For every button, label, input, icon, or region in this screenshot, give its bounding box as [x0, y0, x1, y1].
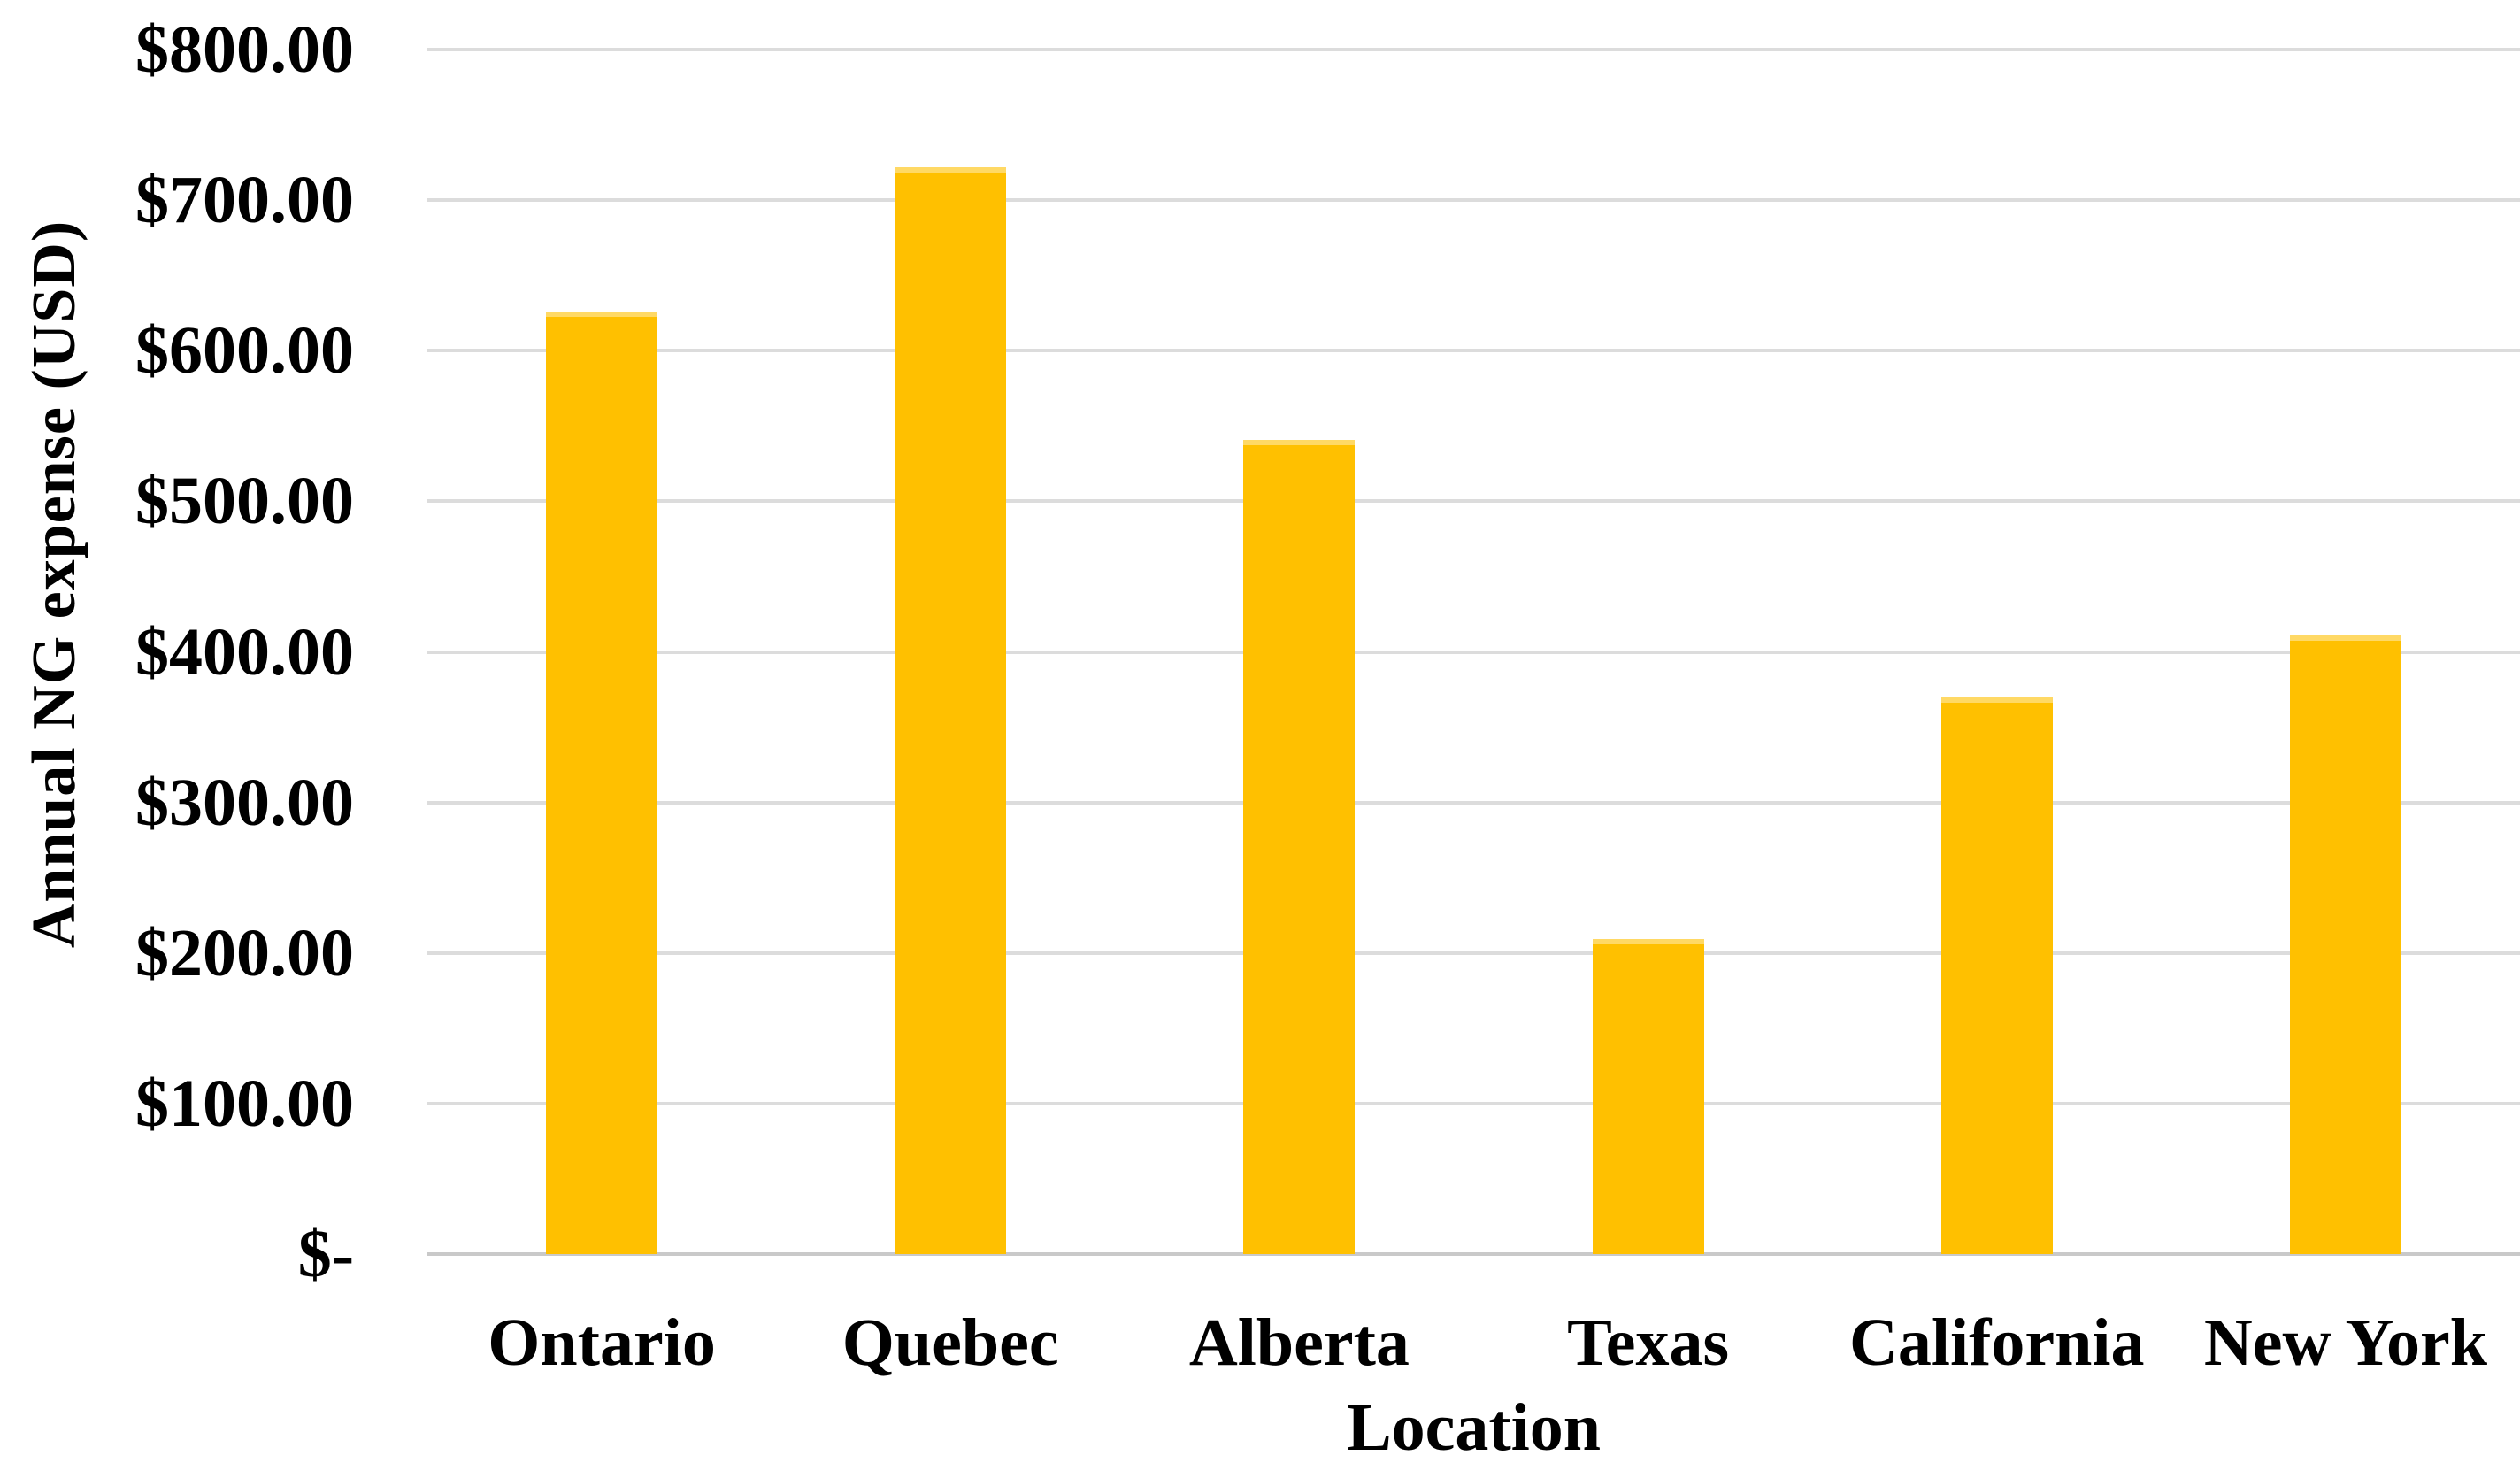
gridline: [427, 800, 2520, 805]
y-tick-label: $-: [297, 1217, 354, 1291]
y-tick-label: $800.00: [135, 12, 354, 87]
bar-quebec: [895, 166, 1007, 1254]
bar-texas: [1592, 939, 1704, 1254]
gridline: [427, 48, 2520, 51]
gridline: [427, 198, 2520, 203]
y-tick-label: $100.00: [135, 1066, 354, 1141]
gridline: [427, 1101, 2520, 1105]
bar-ontario: [546, 312, 658, 1254]
y-tick-label: $200.00: [135, 915, 354, 990]
x-axis-category-labels: Ontario Quebec Alberta Texas California New Y…: [427, 1294, 2520, 1391]
y-tick-label: $500.00: [135, 464, 354, 539]
y-axis-tick-labels: $- $100.00 $200.00 $300.00 $400.00 $500.00 $60…: [0, 0, 354, 1463]
bar-new-york: [2289, 635, 2401, 1254]
plot-area: [427, 48, 2520, 1256]
x-axis-title: Location: [1346, 1390, 1602, 1463]
x-axis-line: [427, 1252, 2520, 1256]
gridline: [427, 499, 2520, 504]
gridline: [427, 650, 2520, 654]
gridline: [427, 349, 2520, 353]
y-tick-label: $700.00: [135, 163, 354, 238]
x-tick-label-california: California: [1848, 1305, 2145, 1380]
bar-california: [1940, 697, 2053, 1254]
x-tick-label-ontario: Ontario: [488, 1305, 716, 1380]
y-tick-label: $600.00: [135, 313, 354, 389]
x-tick-label-quebec: Quebec: [841, 1305, 1059, 1380]
x-tick-label-alberta: Alberta: [1188, 1305, 1410, 1380]
x-tick-label-texas: Texas: [1567, 1305, 1730, 1380]
y-tick-label: $300.00: [135, 765, 354, 840]
gridline: [427, 951, 2520, 955]
y-tick-label: $400.00: [135, 614, 354, 689]
x-tick-label-new-york: New York: [2203, 1305, 2487, 1380]
bar-alberta: [1243, 439, 1356, 1254]
